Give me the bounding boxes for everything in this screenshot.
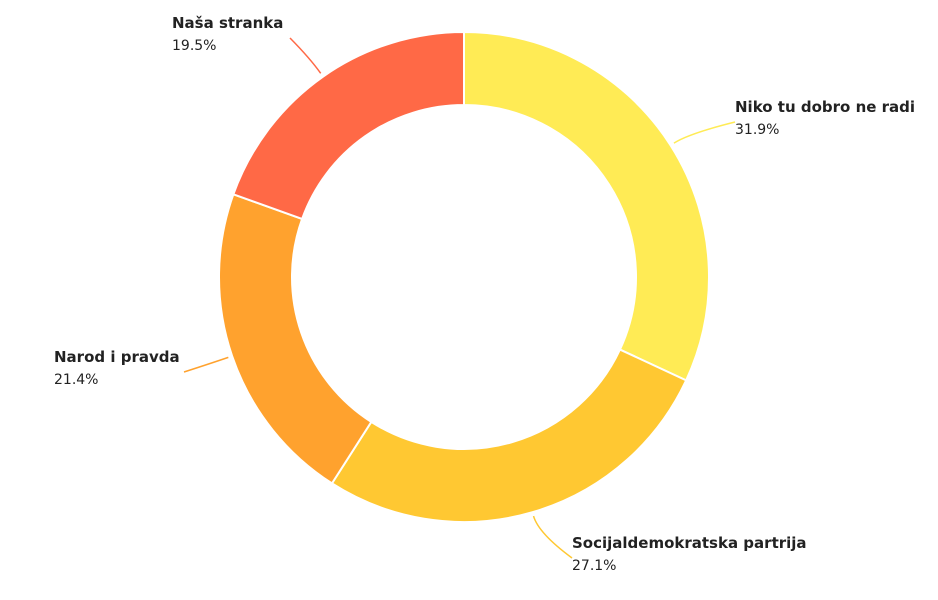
slice-value-label: 31.9% bbox=[735, 122, 779, 138]
slice-label-niko-tu-dobro-ne-radi: Niko tu dobro ne radi 31.9% bbox=[735, 98, 915, 138]
connector-line bbox=[532, 515, 573, 559]
slice-name-label: Naša stranka bbox=[172, 14, 283, 32]
donut-slice-niko-tu-dobro-ne-radi[interactable] bbox=[463, 30, 710, 382]
connector-line bbox=[289, 37, 322, 74]
donut-slice-socijaldemokratska-partrija[interactable] bbox=[330, 348, 688, 523]
donut-slices bbox=[218, 30, 710, 523]
slice-name-label: Narod i pravda bbox=[54, 348, 180, 366]
slice-value-label: 21.4% bbox=[54, 372, 98, 388]
donut-slice-narod-i-pravda[interactable] bbox=[218, 193, 373, 485]
donut-slice-na-a-stranka[interactable] bbox=[232, 30, 465, 221]
slice-label-nasa-stranka: Naša stranka 19.5% bbox=[172, 14, 283, 54]
slice-label-socijaldemokratska-partrija: Socijaldemokratska partrija 27.1% bbox=[572, 534, 807, 574]
slice-value-label: 19.5% bbox=[172, 38, 216, 54]
label-connectors bbox=[183, 37, 736, 559]
slice-name-label: Niko tu dobro ne radi bbox=[735, 98, 915, 116]
slice-value-label: 27.1% bbox=[572, 558, 616, 574]
slice-name-label: Socijaldemokratska partrija bbox=[572, 534, 807, 552]
slice-label-narod-i-pravda: Narod i pravda 21.4% bbox=[54, 348, 180, 388]
connector-line bbox=[183, 356, 229, 373]
connector-line bbox=[673, 121, 736, 144]
